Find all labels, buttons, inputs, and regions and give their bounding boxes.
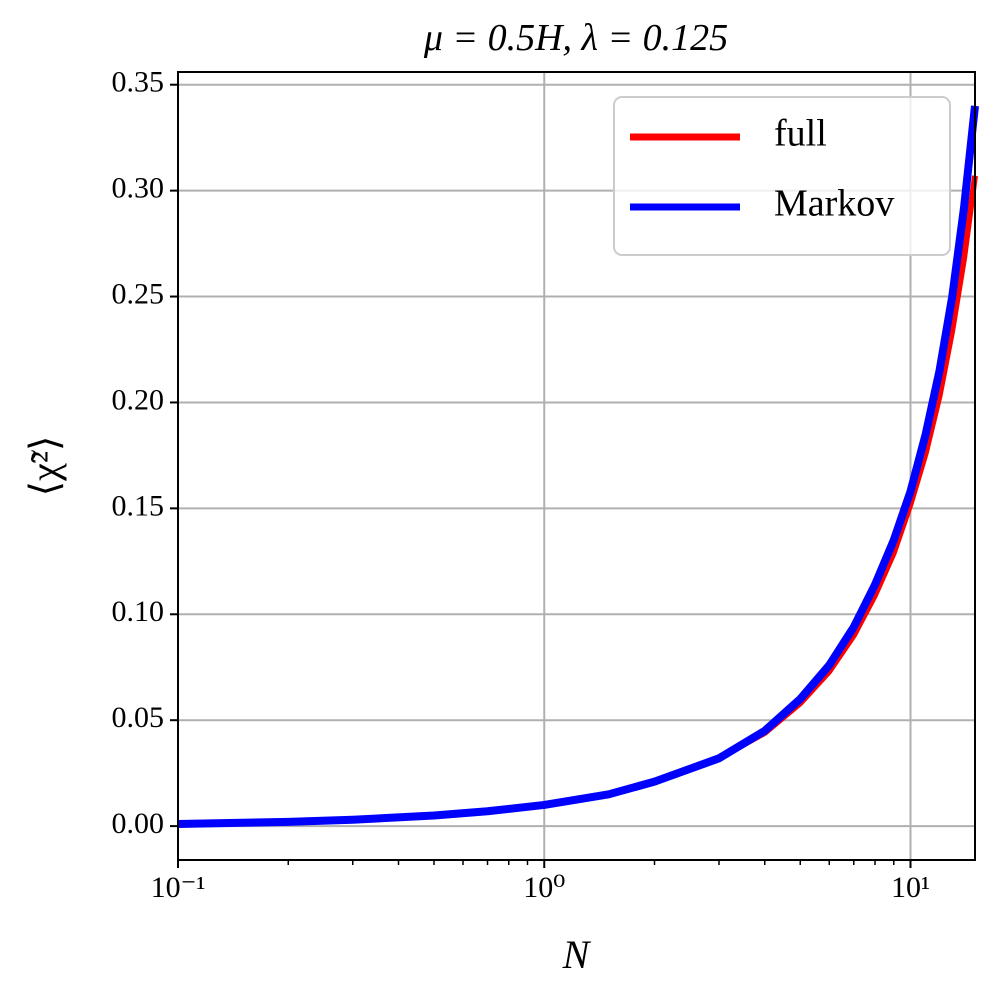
y-tick-label: 0.25 (112, 277, 165, 310)
x-axis-label: N (562, 932, 592, 977)
y-tick-label: 0.15 (112, 489, 165, 522)
series-line (177, 105, 979, 828)
x-tick-label: 10¹ (891, 871, 930, 904)
y-tick-label: 0.35 (112, 66, 165, 99)
x-tick-label: 10⁰ (523, 871, 565, 904)
x-tick-label: 10⁻¹ (151, 871, 206, 904)
series-line (177, 175, 978, 827)
plot-frame (177, 71, 976, 861)
y-tick-label: 0.30 (112, 172, 165, 205)
legend-label: full (774, 113, 827, 155)
legend-label: Markov (774, 183, 894, 225)
y-tick-label: 0.10 (112, 595, 165, 628)
chart-title: μ = 0.5H, λ = 0.125 (423, 17, 728, 59)
y-axis-label: ⟨χ̃²⟩ (22, 436, 67, 497)
y-tick-label: 0.05 (112, 701, 165, 734)
y-tick-label: 0.20 (112, 383, 165, 416)
y-tick-label: 0.00 (112, 807, 165, 840)
